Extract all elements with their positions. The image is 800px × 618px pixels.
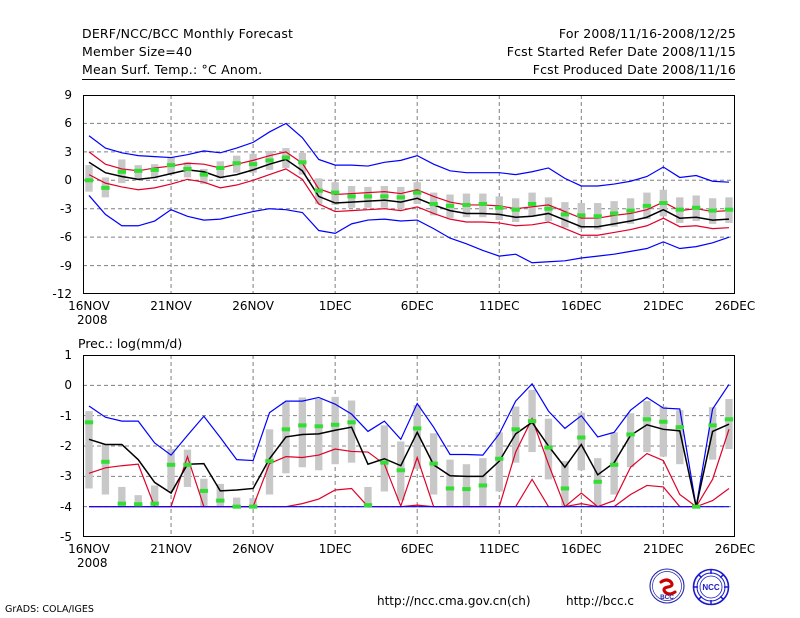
temperature-plot-area bbox=[83, 95, 735, 294]
page-title: DERF/NCC/BCC Monthly Forecast bbox=[82, 26, 294, 41]
temperature-x-tick-label: 6DEC bbox=[400, 299, 434, 313]
ncc-url-label[interactable]: http://ncc.cma.gov.cn(ch) bbox=[377, 594, 531, 608]
precipitation-y-tick-label: -4 bbox=[60, 499, 72, 514]
precipitation-x-tick-label: 16DEC bbox=[561, 542, 602, 556]
temperature-x-tick-label: 16NOV bbox=[68, 299, 110, 313]
precipitation-x-tick-label: 21NOV bbox=[150, 542, 192, 556]
member-size-label: Member Size=40 bbox=[82, 44, 193, 59]
temperature-y-tick-label: 0 bbox=[64, 173, 72, 188]
precipitation-x-tick-label: 16NOV bbox=[68, 542, 110, 556]
bcc-url-label[interactable]: http://bcc.c bbox=[566, 594, 634, 608]
precipitation-y-tick-label: 0 bbox=[64, 378, 72, 393]
temperature-x-tick-label: 26NOV bbox=[232, 299, 274, 313]
temperature-y-tick-label: 9 bbox=[64, 88, 72, 102]
precipitation-x-tick-label: 1DEC bbox=[318, 542, 352, 556]
temperature-x-tick-label: 26DEC bbox=[714, 299, 756, 313]
variable-label: Mean Surf. Temp.: °C Anom. bbox=[82, 62, 263, 77]
bcc-logo-icon: BCC bbox=[645, 566, 689, 610]
precipitation-x-tick-label: 26DEC bbox=[714, 542, 756, 556]
precipitation-y-tick-label: 1 bbox=[64, 348, 72, 362]
temperature-y-tick-label: 3 bbox=[64, 144, 72, 159]
precipitation-y-tick-label: -1 bbox=[60, 408, 72, 423]
svg-text:NCC: NCC bbox=[702, 583, 720, 592]
precipitation-chart bbox=[83, 355, 735, 537]
precipitation-x-tick-label: 21DEC bbox=[643, 542, 684, 556]
grads-credit-label: GrADS: COLA/IGES bbox=[5, 604, 94, 615]
precipitation-x-tick-label: 26NOV bbox=[232, 542, 274, 556]
header-divider bbox=[82, 79, 735, 80]
precipitation-title: Prec.: log(mm/d) bbox=[78, 336, 183, 351]
temperature-x-tick-label: 1DEC bbox=[318, 299, 352, 313]
temperature-x-tick-label: 21NOV bbox=[150, 299, 192, 313]
temperature-x-tick-label: 16DEC bbox=[561, 299, 602, 313]
temperature-x-tick-label: 21DEC bbox=[643, 299, 684, 313]
precipitation-y-tick-label: -2 bbox=[60, 439, 72, 453]
temperature-x-tick-label: 11DEC bbox=[479, 299, 520, 313]
precipitation-x-tick-label: 6DEC bbox=[400, 542, 434, 556]
svg-text:BCC: BCC bbox=[660, 594, 674, 601]
precipitation-x-axis-year-label: 2008 bbox=[77, 556, 108, 570]
precipitation-plot-area bbox=[83, 355, 735, 537]
forecast-period-label: For 2008/11/16-2008/12/25 bbox=[558, 26, 736, 41]
temperature-y-tick-label: -12 bbox=[52, 287, 72, 301]
temperature-y-tick-label: -3 bbox=[60, 201, 72, 216]
temperature-y-tick-label: -6 bbox=[60, 230, 72, 245]
ncc-logo-icon: NCC bbox=[689, 566, 733, 610]
temperature-y-tick-label: 6 bbox=[64, 116, 72, 131]
forecast-produced-date-label: Fcst Produced Date 2008/11/16 bbox=[532, 62, 736, 77]
precipitation-y-tick-label: -3 bbox=[60, 469, 72, 484]
forecast-start-date-label: Fcst Started Refer Date 2008/11/15 bbox=[506, 44, 736, 59]
temperature-y-tick-label: -9 bbox=[60, 258, 72, 273]
precipitation-y-tick-label: -5 bbox=[60, 530, 72, 544]
temperature-chart bbox=[83, 95, 735, 294]
temperature-x-axis-year-label: 2008 bbox=[77, 313, 108, 327]
precipitation-x-tick-label: 11DEC bbox=[479, 542, 520, 556]
